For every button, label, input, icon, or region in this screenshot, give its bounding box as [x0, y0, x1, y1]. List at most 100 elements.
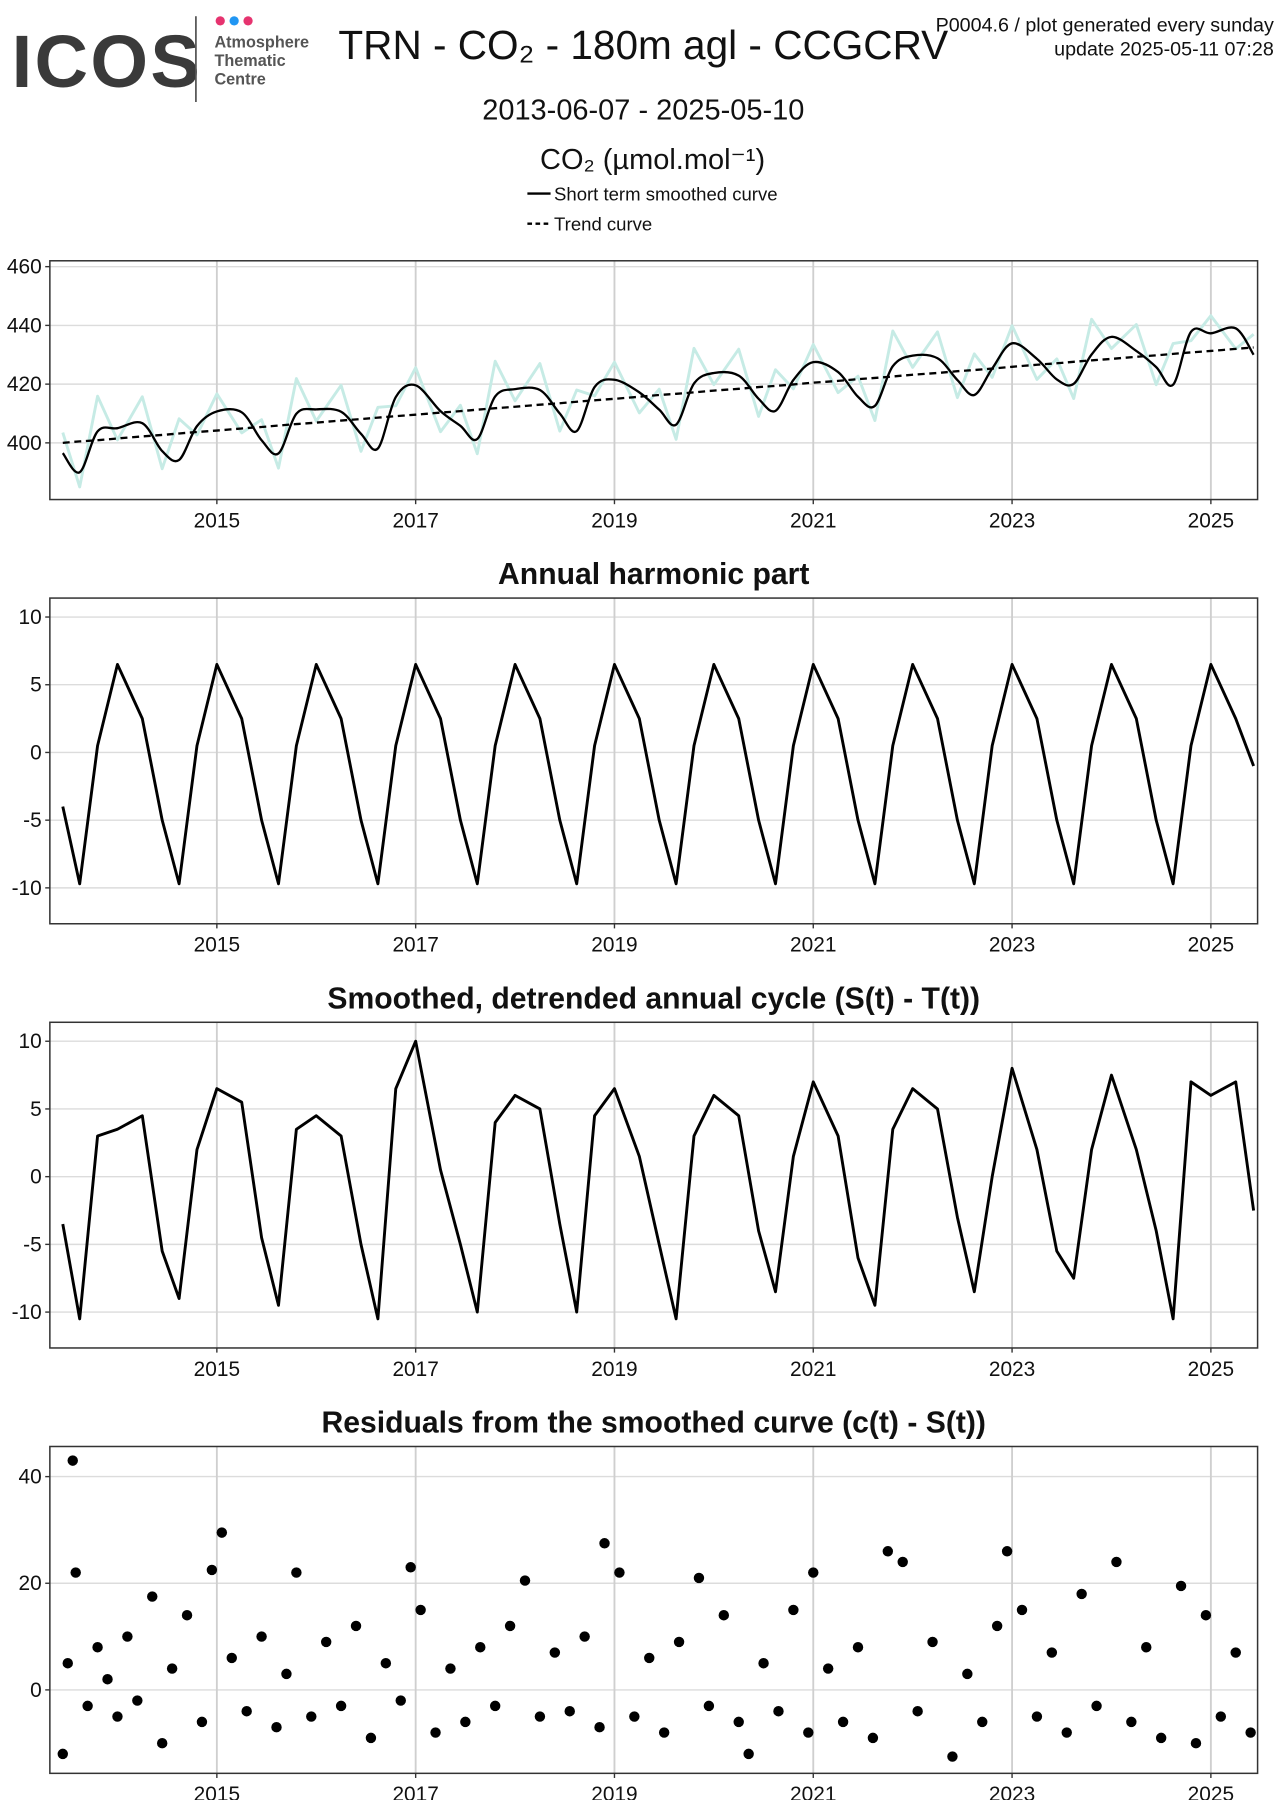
update-time: update 2025-05-11 07:28: [1054, 39, 1274, 61]
x-tick-label: 2015: [194, 934, 240, 957]
residual-point: [658, 1727, 670, 1738]
observation-line: [61, 314, 1255, 489]
residual-point: [1190, 1738, 1202, 1749]
x-tick-label: 2017: [392, 1358, 438, 1381]
residual-point: [693, 1572, 705, 1584]
residual-point: [733, 1716, 744, 1728]
residual-point: [166, 1663, 178, 1674]
residual-point: [67, 1455, 78, 1466]
x-tick-label: 2023: [989, 934, 1035, 957]
residual-point: [320, 1636, 332, 1648]
plot-border: [49, 1021, 1259, 1349]
residual-point: [196, 1716, 208, 1728]
residual-point: [92, 1642, 103, 1653]
residual-point: [380, 1658, 392, 1669]
x-tick-label: 2023: [989, 509, 1035, 532]
residual-point: [882, 1546, 894, 1557]
x-tick-label: 2025: [1188, 1358, 1234, 1381]
residual-point: [644, 1652, 655, 1664]
y-tick-label: 40: [19, 1466, 42, 1489]
residual-point: [112, 1711, 123, 1722]
residual-point: [206, 1564, 218, 1576]
y-tick-label: 10: [19, 606, 42, 629]
legend-label: Trend curve: [554, 214, 652, 235]
residual-point: [102, 1674, 113, 1685]
page-title: TRN - CO₂ - 180m agl - CCGCRV: [338, 22, 948, 68]
residual-point: [62, 1658, 73, 1669]
plot-background: [49, 1022, 1258, 1348]
residual-point: [758, 1658, 769, 1669]
plot-border: [49, 597, 1259, 925]
residual-point: [773, 1706, 784, 1717]
y-tick-label: 400: [7, 432, 42, 455]
x-tick-label: 2017: [392, 934, 438, 957]
y-tick-label: 5: [30, 1098, 42, 1121]
residual-point: [673, 1636, 685, 1648]
panel: Annual harmonic part 10 5 0 -5 -10 2015 2017 201…: [12, 558, 1259, 957]
panel-title: Annual harmonic part: [498, 558, 809, 591]
residual-point: [1230, 1647, 1241, 1658]
residual-point: [614, 1567, 625, 1578]
residual-point: [57, 1748, 69, 1760]
residual-point: [564, 1706, 575, 1717]
x-tick-label: 2021: [790, 509, 836, 532]
residual-point: [216, 1527, 228, 1538]
y-tick-label: 0: [30, 1166, 42, 1189]
y-tick-label: -10: [12, 877, 42, 900]
x-tick-label: 2017: [392, 1783, 438, 1800]
residual-point: [122, 1631, 133, 1642]
residual-point: [405, 1562, 416, 1573]
residual-point: [291, 1567, 302, 1578]
x-tick-label: 2017: [392, 509, 438, 532]
residual-point: [504, 1620, 516, 1632]
residual-point: [415, 1604, 426, 1616]
residual-point: [156, 1738, 168, 1749]
residual-point: [147, 1591, 158, 1602]
residual-point: [718, 1610, 730, 1621]
y-tick-label: 420: [7, 373, 42, 396]
y-tick-label: 5: [30, 674, 42, 697]
residual-point: [82, 1700, 93, 1712]
logo-dot: [215, 16, 225, 26]
date-range: 2013-06-07 - 2025-05-10: [482, 94, 804, 126]
panel: 400 420 440 460 2015 2017 2019 2021 2023 2025: [7, 256, 1259, 532]
residual-point: [1126, 1716, 1137, 1728]
plot-border: [49, 260, 1259, 501]
y-tick-label: 0: [30, 741, 42, 764]
residual-point: [852, 1642, 864, 1653]
plot-note: P0004.6 / plot generated every sunday: [936, 14, 1274, 36]
residual-point: [475, 1642, 486, 1653]
series-line: [61, 326, 1255, 474]
residual-point: [822, 1663, 834, 1674]
x-tick-label: 2019: [591, 1358, 637, 1381]
residual-point: [549, 1647, 561, 1658]
residual-point: [977, 1716, 988, 1728]
residual-point: [991, 1620, 1003, 1632]
residual-point: [489, 1700, 501, 1712]
residual-point: [1091, 1700, 1102, 1712]
logo-dot: [229, 16, 239, 26]
plot-background: [49, 598, 1258, 924]
y-tick-label: 0: [30, 1679, 42, 1702]
residual-point: [1111, 1556, 1122, 1568]
residual-point: [837, 1716, 849, 1728]
y-tick-label: 460: [7, 256, 42, 279]
residual-point: [534, 1711, 546, 1722]
y-tick-label: -5: [23, 809, 42, 832]
residual-point: [271, 1722, 282, 1733]
plot-background: [49, 1446, 1258, 1774]
legend-label: Short term smoothed curve: [554, 184, 777, 205]
x-tick-label: 2019: [591, 1783, 637, 1800]
residual-point: [867, 1732, 879, 1744]
residual-point: [226, 1652, 237, 1664]
logo-subtitle: Centre: [214, 71, 265, 89]
series-line: [62, 346, 1254, 445]
residual-point: [1215, 1711, 1227, 1722]
residual-point: [1001, 1546, 1013, 1557]
residual-point: [897, 1556, 908, 1568]
residual-point: [1200, 1610, 1212, 1621]
residual-point: [1061, 1727, 1072, 1738]
residual-point: [1046, 1647, 1058, 1658]
x-tick-label: 2023: [989, 1358, 1035, 1381]
